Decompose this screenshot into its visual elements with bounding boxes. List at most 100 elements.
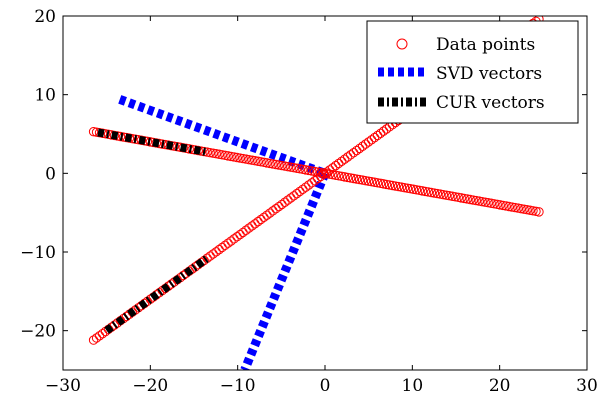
data-point bbox=[208, 148, 218, 158]
data-point bbox=[336, 171, 347, 182]
data-point bbox=[507, 202, 517, 212]
data-point bbox=[250, 219, 260, 229]
x-tick-label: −10 bbox=[220, 376, 256, 396]
data-point bbox=[310, 166, 320, 177]
data-point bbox=[256, 157, 266, 167]
data-point bbox=[522, 205, 532, 215]
data-point bbox=[351, 174, 362, 184]
data-point bbox=[223, 238, 233, 248]
data-point bbox=[363, 176, 374, 186]
data-point bbox=[307, 178, 317, 188]
data-point bbox=[283, 195, 293, 205]
data-point bbox=[295, 186, 305, 197]
data-point bbox=[525, 205, 535, 215]
data-point bbox=[277, 199, 287, 210]
data-point bbox=[238, 153, 248, 164]
data-point bbox=[91, 333, 102, 343]
data-point bbox=[360, 175, 371, 186]
data-point bbox=[286, 162, 296, 172]
data-point bbox=[456, 193, 466, 203]
data-point bbox=[495, 200, 505, 210]
data-point bbox=[268, 206, 278, 216]
svd-vector bbox=[240, 171, 330, 370]
legend-label-svd-vectors: SVD vectors bbox=[436, 64, 542, 84]
data-point bbox=[477, 196, 487, 207]
data-point bbox=[331, 170, 341, 180]
data-point bbox=[247, 221, 257, 231]
data-point bbox=[513, 203, 523, 213]
data-point bbox=[310, 176, 320, 186]
x-tick-label: 0 bbox=[320, 376, 331, 396]
data-point bbox=[193, 145, 203, 156]
data-point bbox=[304, 165, 314, 176]
data-point bbox=[325, 169, 335, 179]
data-point bbox=[354, 143, 365, 154]
data-point bbox=[220, 240, 230, 251]
data-point bbox=[229, 234, 239, 244]
data-point bbox=[435, 189, 446, 199]
data-point bbox=[292, 163, 302, 173]
data-point bbox=[322, 168, 332, 179]
data-point bbox=[265, 158, 275, 169]
data-point bbox=[232, 232, 242, 242]
data-point bbox=[366, 135, 377, 145]
data-point bbox=[378, 179, 389, 189]
data-point bbox=[489, 199, 499, 209]
data-point bbox=[292, 188, 302, 199]
data-point bbox=[369, 177, 380, 187]
x-tick-label: 30 bbox=[576, 376, 597, 396]
data-point bbox=[298, 184, 308, 195]
data-point bbox=[372, 178, 383, 188]
data-point bbox=[519, 204, 529, 214]
data-point bbox=[339, 172, 350, 182]
data-point bbox=[301, 182, 311, 192]
data-point bbox=[301, 165, 311, 175]
data-point bbox=[280, 161, 290, 171]
data-point bbox=[528, 206, 538, 216]
data-point bbox=[378, 126, 389, 136]
data-point bbox=[109, 130, 120, 141]
data-point bbox=[447, 191, 457, 201]
data-point bbox=[393, 181, 404, 192]
y-tick-label: −10 bbox=[20, 243, 56, 263]
data-point bbox=[298, 164, 308, 175]
data-point bbox=[124, 133, 135, 143]
tick-marks bbox=[62, 15, 588, 370]
data-point bbox=[235, 229, 245, 240]
data-point bbox=[331, 160, 341, 171]
data-point bbox=[381, 124, 392, 134]
data-point bbox=[480, 197, 490, 207]
data-point bbox=[283, 161, 293, 172]
data-point bbox=[259, 157, 269, 168]
data-point bbox=[214, 149, 224, 159]
data-point bbox=[408, 184, 419, 194]
y-tick-label: −20 bbox=[20, 322, 56, 342]
data-point bbox=[259, 212, 269, 223]
data-point bbox=[247, 155, 257, 165]
data-point bbox=[253, 216, 263, 227]
data-point bbox=[396, 182, 407, 192]
data-point bbox=[504, 201, 514, 212]
data-point bbox=[363, 137, 374, 147]
data-point bbox=[345, 173, 356, 183]
data-point bbox=[516, 203, 526, 214]
data-point bbox=[534, 207, 544, 217]
data-point bbox=[244, 223, 254, 233]
data-point bbox=[402, 183, 413, 193]
x-tick-label: −20 bbox=[132, 376, 168, 396]
data-point bbox=[202, 147, 212, 157]
data-point bbox=[387, 180, 398, 191]
data-point bbox=[328, 170, 338, 180]
data-point bbox=[372, 130, 383, 141]
data-point bbox=[348, 148, 359, 158]
data-point bbox=[274, 201, 284, 212]
data-point bbox=[235, 153, 245, 163]
data-point bbox=[241, 154, 251, 164]
x-tick-labels: −30 −20 −10 0 10 20 30 bbox=[45, 376, 597, 396]
data-point bbox=[465, 194, 475, 205]
legend-marker-data-points bbox=[396, 38, 408, 50]
data-point bbox=[486, 198, 496, 208]
data-point bbox=[333, 158, 344, 169]
data-point bbox=[136, 135, 147, 145]
data-point bbox=[405, 184, 416, 194]
